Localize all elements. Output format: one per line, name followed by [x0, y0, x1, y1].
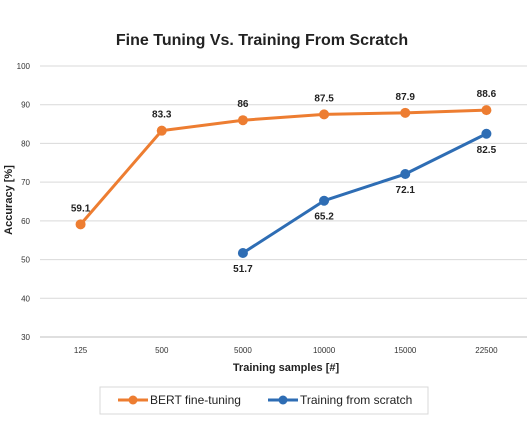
legend-box [99, 386, 429, 415]
x-tick-label: 125 [74, 346, 88, 355]
y-axis-label: Accuracy [%] [3, 165, 15, 235]
y-tick-label: 80 [21, 139, 30, 148]
x-tick-label: 15000 [394, 346, 417, 355]
data-point [156, 125, 167, 136]
data-point [75, 219, 86, 230]
data-label: 72.1 [396, 185, 416, 196]
series-line [242, 132, 488, 255]
x-tick-label: 10000 [313, 346, 336, 355]
legend-label: Training from scratch [300, 393, 412, 407]
x-tick-label: 22500 [475, 346, 498, 355]
legend-swatch-marker [278, 395, 288, 405]
legend-label: BERT fine-tuning [150, 393, 241, 407]
y-tick-label: 100 [17, 62, 31, 71]
data-label: 86 [237, 99, 249, 110]
data-point [400, 107, 411, 118]
y-axis-ticks: 30 40 50 60 70 80 90 100 [17, 62, 31, 342]
y-tick-label: 50 [21, 256, 30, 265]
y-tick-label: 60 [21, 217, 30, 226]
data-label: 88.6 [477, 89, 497, 100]
legend-swatch-marker [128, 395, 138, 405]
x-tick-label: 5000 [234, 346, 252, 355]
chart-title: Fine Tuning Vs. Training From Scratch [116, 32, 408, 49]
legend-item-2: Training from scratch [268, 393, 412, 407]
x-axis-ticks: 125 500 5000 10000 15000 22500 [74, 346, 498, 355]
series-2: 51.7 65.2 72.1 82.5 [233, 128, 497, 275]
data-point [319, 109, 330, 120]
x-axis-label: Training samples [#] [233, 362, 340, 374]
data-point [481, 105, 492, 116]
data-label: 83.3 [152, 110, 172, 121]
series-1: 59.1 83.3 86 87.5 87.9 88.6 [71, 89, 497, 230]
data-label: 59.1 [71, 203, 91, 214]
data-point [237, 247, 248, 258]
y-tick-label: 40 [21, 294, 30, 303]
data-label: 82.5 [477, 145, 497, 156]
data-label: 87.9 [396, 92, 416, 103]
legend-item-1: BERT fine-tuning [118, 393, 241, 407]
y-tick-label: 30 [21, 333, 30, 342]
data-label: 65.2 [314, 212, 334, 223]
data-label: 51.7 [233, 264, 253, 275]
data-label: 87.5 [314, 93, 334, 104]
data-point [237, 115, 248, 126]
y-tick-label: 90 [21, 101, 30, 110]
data-point [319, 195, 330, 206]
data-point [481, 128, 492, 139]
legend: BERT fine-tuning Training from scratch [118, 393, 412, 407]
x-tick-label: 500 [155, 346, 169, 355]
grid [40, 65, 527, 338]
data-point [400, 169, 411, 180]
y-tick-label: 70 [21, 178, 30, 187]
series-group: 59.1 83.3 86 87.5 87.9 88.6 51.7 65.2 72.1 82.5 [71, 89, 497, 275]
series-line [79, 108, 487, 226]
